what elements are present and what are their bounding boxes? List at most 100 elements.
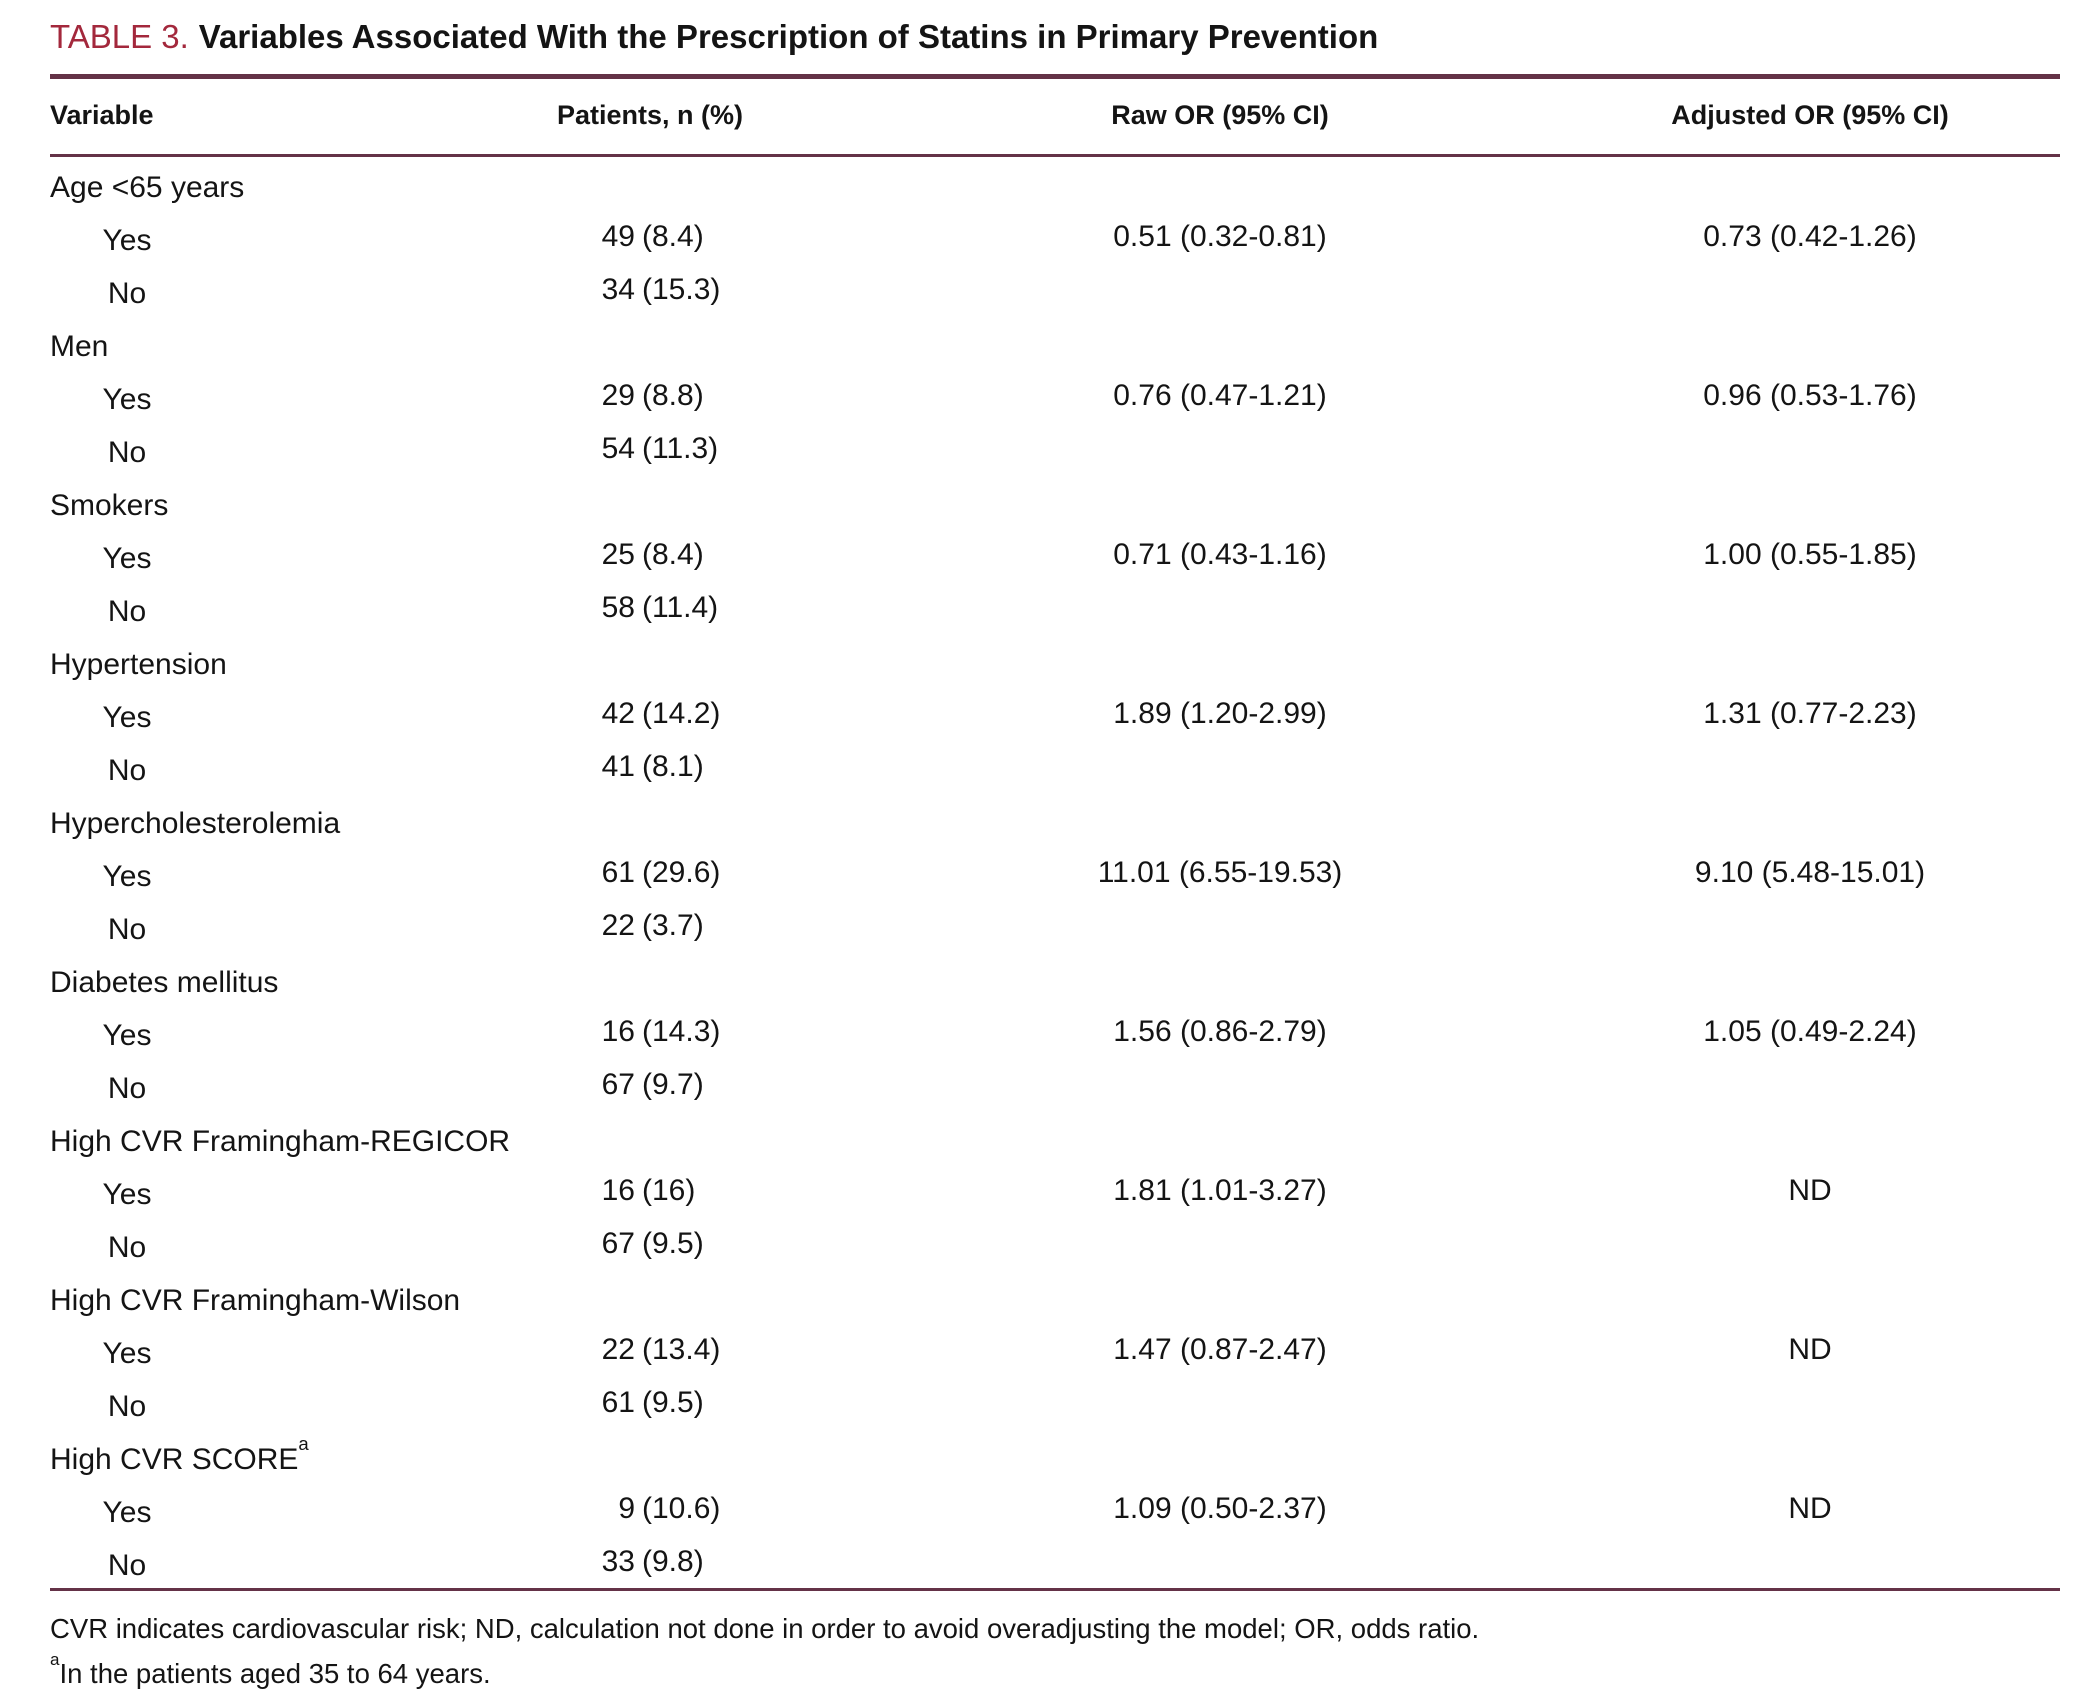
raw-or-cell: 0.71 (0.43-1.16) (1113, 538, 1327, 571)
patients-percent: (8.4) (642, 538, 704, 571)
adjusted-or-cell: 1.05 (0.49-2.24) (1703, 1015, 1917, 1048)
patients-count: 25 (601, 538, 635, 571)
table-row: Hypertension (50, 634, 2060, 687)
patients-percent: (11.3) (642, 432, 719, 465)
adjusted-or-cell (1560, 1270, 2060, 1323)
patients-cell (420, 316, 880, 369)
patients-count: 34 (601, 273, 635, 306)
variable-cell: Yes (50, 528, 420, 581)
variable-cell: Diabetes mellitus (50, 952, 420, 1005)
adjusted-or-cell (1560, 1535, 2060, 1590)
adjusted-or-cell (1560, 740, 2060, 793)
patients-cell: 29 (8.8) (420, 369, 880, 422)
table-title-text: Variables Associated With the Prescripti… (198, 18, 1379, 55)
variable-cell: No (50, 1217, 420, 1270)
table-row: Yes 49 (8.4) 0.51 (0.32-0.81) 0.73 (0.42-… (50, 210, 2060, 263)
variable-label: No (107, 913, 147, 946)
patients-cell: 61 (29.6) (420, 846, 880, 899)
patients-cell (420, 156, 880, 211)
variable-cell: Yes (50, 846, 420, 899)
variable-cell: No (50, 740, 420, 793)
raw-or-cell (880, 634, 1560, 687)
table-row: Age <65 years (50, 156, 2060, 211)
raw-or-cell (880, 263, 1560, 316)
patients-percent: (11.4) (642, 591, 719, 624)
patients-cell: 16 (14.3) (420, 1005, 880, 1058)
table-row: High CVR SCOREa (50, 1429, 2060, 1482)
patients-percent: (8.8) (642, 379, 704, 412)
patients-count: 33 (601, 1545, 635, 1578)
raw-or-cell (880, 952, 1560, 1005)
header-cell-adjusted-or: Adjusted OR (95% CI) (1560, 76, 2060, 157)
table-footnotes: CVR indicates cardiovascular risk; ND, c… (50, 1609, 2060, 1693)
patients-cell (420, 952, 880, 1005)
variable-label: Hypercholesterolemia (50, 807, 341, 840)
footnote-a: aIn the patients aged 35 to 64 years. (50, 1648, 2060, 1693)
patients-percent: (13.4) (642, 1333, 721, 1366)
raw-or-cell (880, 793, 1560, 846)
raw-or-cell (880, 581, 1560, 634)
variable-cell: High CVR SCOREa (50, 1429, 420, 1482)
adjusted-or-cell (1560, 1111, 2060, 1164)
table-row: No 54 (11.3) (50, 422, 2060, 475)
variable-label: Yes (102, 1496, 152, 1529)
variable-label: Yes (102, 1019, 152, 1052)
patients-count: 58 (601, 591, 635, 624)
patients-cell: 22 (3.7) (420, 899, 880, 952)
patients-percent: (3.7) (642, 909, 704, 942)
patients-percent: (10.6) (642, 1492, 721, 1525)
variable-label: High CVR Framingham-REGICOR (50, 1125, 511, 1158)
patients-percent: (29.6) (642, 856, 721, 889)
patients-cell (420, 1429, 880, 1482)
variable-label: No (107, 436, 147, 469)
page-title: TABLE 3. Variables Associated With the Pr… (50, 16, 2060, 58)
variable-cell: Yes (50, 1323, 420, 1376)
raw-or-cell (880, 316, 1560, 369)
adjusted-or-cell: 1.00 (0.55-1.85) (1703, 538, 1917, 571)
patients-count: 54 (601, 432, 635, 465)
table-row: Yes 9 (10.6) 1.09 (0.50-2.37) ND (50, 1482, 2060, 1535)
raw-or-cell: 1.09 (0.50-2.37) (1113, 1492, 1327, 1525)
variable-cell: Yes (50, 1164, 420, 1217)
variable-label: Yes (102, 1337, 152, 1370)
table-row: No 61 (9.5) (50, 1376, 2060, 1429)
patients-count: 67 (601, 1068, 635, 1101)
table-row: Yes 29 (8.8) 0.76 (0.47-1.21) 0.96 (0.53-… (50, 369, 2060, 422)
table-row: Yes 25 (8.4) 0.71 (0.43-1.16) 1.00 (0.55-… (50, 528, 2060, 581)
patients-percent: (9.7) (642, 1068, 704, 1101)
patients-cell: 22 (13.4) (420, 1323, 880, 1376)
patients-cell (420, 1270, 880, 1323)
variable-label: High CVR Framingham-Wilson (50, 1284, 461, 1317)
statins-data-table: Variable Patients, n (%) Raw OR (95% CI)… (50, 74, 2060, 1591)
patients-cell (420, 1111, 880, 1164)
variable-cell: No (50, 263, 420, 316)
patients-count: 16 (601, 1174, 635, 1207)
adjusted-or-cell (1560, 581, 2060, 634)
variable-label: Yes (102, 542, 152, 575)
adjusted-or-cell: ND (1788, 1333, 1832, 1366)
patients-count: 49 (601, 220, 635, 253)
raw-or-cell: 11.01 (6.55-19.53) (1097, 856, 1343, 889)
variable-label: No (107, 1390, 147, 1423)
patients-cell (420, 793, 880, 846)
raw-or-cell: 1.89 (1.20-2.99) (1113, 697, 1327, 730)
header-cell-raw-or: Raw OR (95% CI) (880, 76, 1560, 157)
adjusted-or-cell: ND (1788, 1174, 1832, 1207)
table-body: Age <65 years Yes 49 (8.4) 0.5 (50, 156, 2060, 1590)
variable-cell: Smokers (50, 475, 420, 528)
patients-cell (420, 475, 880, 528)
variable-cell: No (50, 1058, 420, 1111)
raw-or-cell: 1.81 (1.01-3.27) (1113, 1174, 1327, 1207)
adjusted-or-cell (1560, 475, 2060, 528)
adjusted-or-cell: 1.31 (0.77-2.23) (1703, 697, 1917, 730)
raw-or-cell (880, 1376, 1560, 1429)
table-row: No 41 (8.1) (50, 740, 2060, 793)
variable-label: No (107, 1231, 147, 1264)
patients-count: 29 (601, 379, 635, 412)
variable-label: No (107, 754, 147, 787)
table-row: High CVR Framingham-Wilson (50, 1270, 2060, 1323)
table-header-row: Variable Patients, n (%) Raw OR (95% CI)… (50, 76, 2060, 157)
variable-cell: Hypertension (50, 634, 420, 687)
raw-or-cell (880, 1058, 1560, 1111)
